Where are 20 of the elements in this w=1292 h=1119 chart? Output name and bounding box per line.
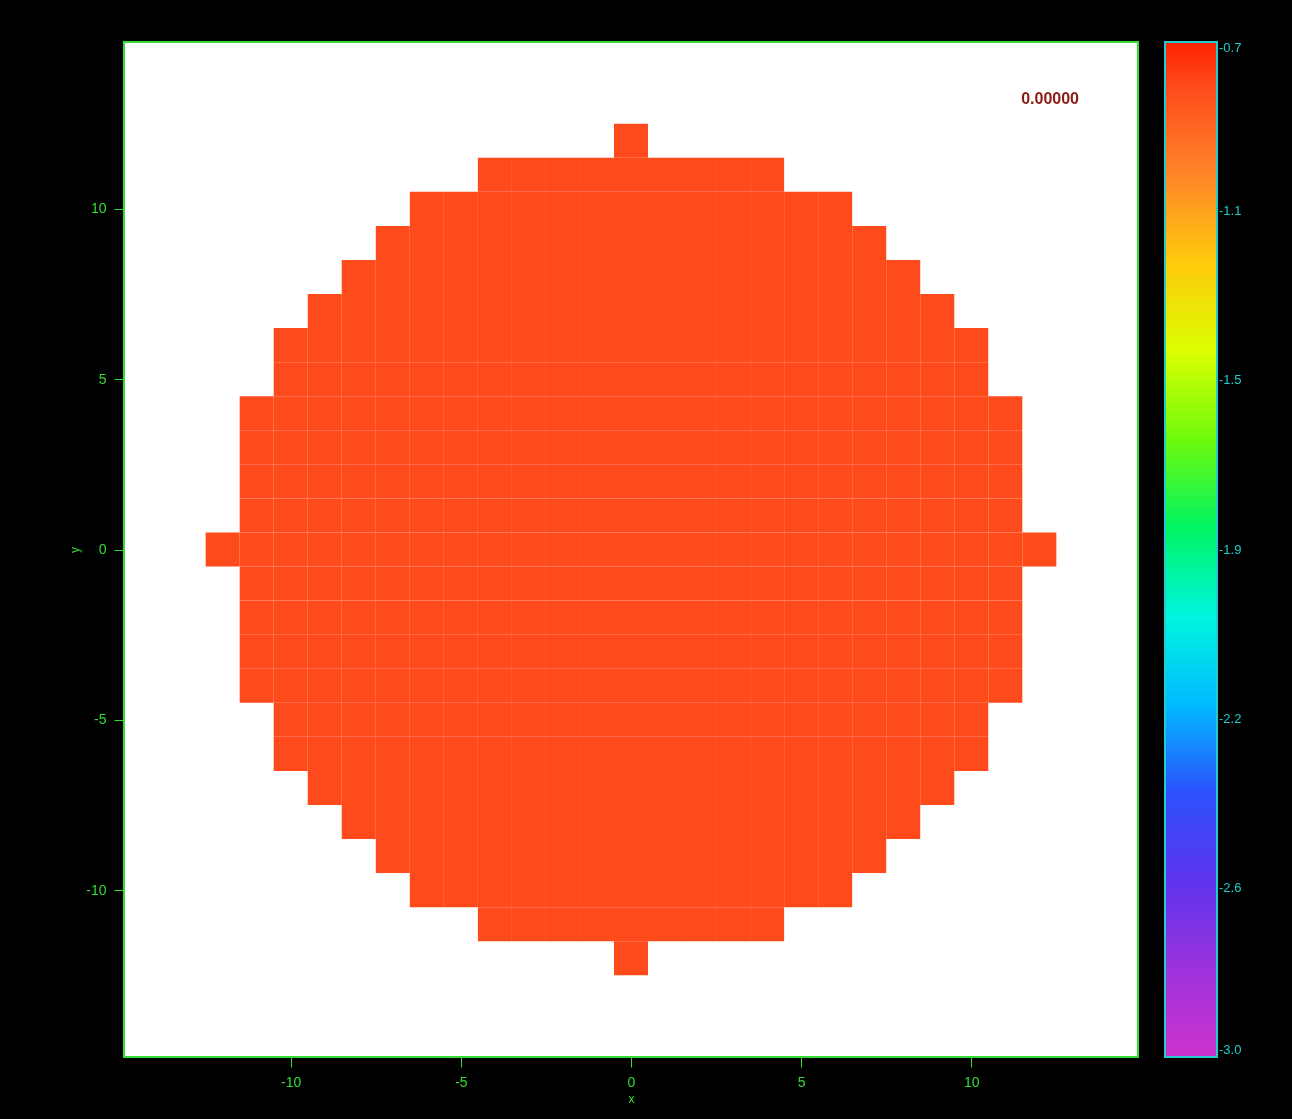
color-bar-label: -1.5 <box>1219 372 1242 388</box>
y-tick-label: 0 <box>98 541 107 557</box>
y-tick-label: -10 <box>86 881 107 898</box>
color-bar-label: -3.0 <box>1219 1042 1242 1057</box>
x-tick-label: 10 <box>963 1073 980 1090</box>
y-tick-label: -5 <box>94 711 107 728</box>
color-bar-label: -0.7 <box>1219 40 1242 55</box>
color-bar-label: -1.1 <box>1219 203 1242 219</box>
y-tick-label: 10 <box>90 200 107 217</box>
x-axis-title: x <box>628 1091 635 1106</box>
y-axis-title: y <box>68 547 83 553</box>
color-bar-label: -2.2 <box>1219 710 1242 726</box>
y-tick-label: 5 <box>98 370 107 387</box>
x-tick-label: 0 <box>627 1073 636 1090</box>
annotation: 0.00000 <box>1021 90 1080 107</box>
color-bar-label: -1.9 <box>1219 541 1242 557</box>
x-tick-label: -10 <box>281 1073 302 1090</box>
color-bar-label: -2.6 <box>1219 879 1242 895</box>
x-tick-label: -5 <box>455 1073 468 1090</box>
x-tick-label: 5 <box>797 1073 806 1090</box>
